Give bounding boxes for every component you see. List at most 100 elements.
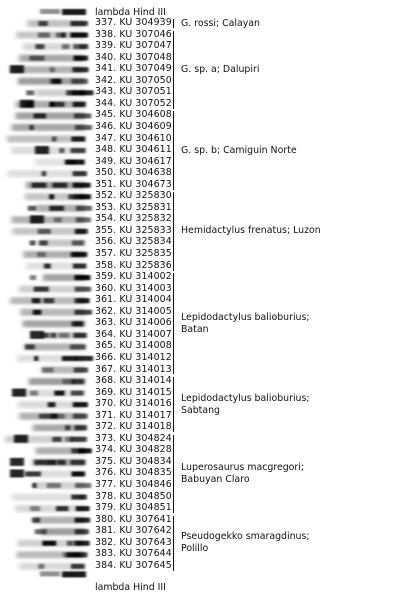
lane-label: 378. KU 304850 xyxy=(95,490,172,502)
lane-band xyxy=(42,540,57,546)
lane-band xyxy=(71,494,87,500)
lane-label: 377. KU 304846 xyxy=(95,479,172,490)
lane-label: 353. KU 325831 xyxy=(95,201,172,213)
lane-band xyxy=(75,217,91,223)
lane-smear xyxy=(12,493,85,501)
lane-smear xyxy=(16,31,85,39)
lane-band xyxy=(78,90,94,96)
lane-band xyxy=(73,113,92,119)
lane-band xyxy=(25,471,41,477)
lane-smear xyxy=(26,262,85,270)
lane-band xyxy=(74,228,89,234)
lane-smear xyxy=(11,123,85,131)
lane-smear xyxy=(35,447,85,455)
lane-band xyxy=(70,148,86,154)
ladder-band xyxy=(62,9,86,15)
lane-band xyxy=(72,263,87,269)
lane-label: 382. KU 307643 xyxy=(95,536,172,548)
lane-label: 363. KU 314006 xyxy=(95,317,172,329)
lane-smear xyxy=(32,424,85,432)
group-bracket xyxy=(173,192,177,271)
lane-smear xyxy=(42,274,85,282)
group-bracket xyxy=(173,434,177,514)
group-bracket xyxy=(173,377,177,433)
lane-band xyxy=(43,263,51,269)
lane-band xyxy=(64,159,77,165)
lane-band xyxy=(37,32,50,38)
lane-band xyxy=(59,148,65,154)
lane-band xyxy=(75,205,92,211)
lane-label: 350. KU 304638 xyxy=(95,167,172,179)
lane-band xyxy=(41,332,49,338)
lane-band xyxy=(70,436,87,442)
lane-band xyxy=(31,182,47,188)
lane-label: 367. KU 314013 xyxy=(95,363,172,375)
lane-smear xyxy=(17,354,86,362)
lane-band xyxy=(55,32,66,38)
lane-band xyxy=(25,344,35,350)
lane-band xyxy=(50,101,65,107)
lane-band xyxy=(29,240,36,246)
lane-smear xyxy=(19,562,85,570)
lane-band xyxy=(74,286,91,292)
lane-smear xyxy=(10,66,85,74)
lane-band xyxy=(73,367,89,373)
lane-band xyxy=(49,194,55,200)
lane-band xyxy=(75,355,94,361)
lane-spot xyxy=(20,99,34,108)
ladder-band xyxy=(40,571,60,577)
lane-band xyxy=(46,483,61,488)
lane-band xyxy=(70,344,86,350)
lane-spot xyxy=(10,65,24,74)
lane-smear xyxy=(35,89,85,97)
lane-label: 372. KU 314018 xyxy=(95,421,172,433)
lane-label: 371. KU 314017 xyxy=(95,409,172,421)
lane-smear xyxy=(41,366,85,374)
lane-label: 338. KU 307046 xyxy=(95,28,172,40)
lane-smear xyxy=(19,54,85,62)
lane-band xyxy=(38,240,48,246)
lane-band xyxy=(61,44,70,50)
lane-spot xyxy=(14,434,28,443)
lane-band xyxy=(72,101,86,107)
lane-band xyxy=(65,425,71,431)
lane-band xyxy=(72,159,85,165)
lane-band xyxy=(47,459,57,465)
lane-smear xyxy=(22,320,85,328)
lane-label: 357. KU 325835 xyxy=(95,248,172,259)
group-label: G. rossi; Calayan xyxy=(181,17,260,29)
lane-band xyxy=(35,44,45,50)
lane-smear xyxy=(22,43,85,51)
lane-smear xyxy=(7,170,85,178)
lane-band xyxy=(71,321,84,327)
lane-smear xyxy=(35,158,85,166)
lane-smear xyxy=(11,216,85,224)
lane-label: 376. KU 304835 xyxy=(95,467,172,479)
lane-band xyxy=(74,124,93,130)
lane-band xyxy=(31,298,41,304)
lane-spot xyxy=(30,330,44,339)
lane-band xyxy=(29,55,45,61)
lane-label: 349. KU 304617 xyxy=(95,155,172,167)
lane-smear xyxy=(28,378,85,386)
lane-band xyxy=(32,309,42,315)
lane-label: 348. KU 304611 xyxy=(95,144,172,156)
lane-band xyxy=(71,448,86,454)
lane-label: 365. KU 314008 xyxy=(95,340,172,352)
lane-band xyxy=(71,136,86,142)
lane-label: 384. KU 307645 xyxy=(95,559,172,571)
lane-label: 368. KU 314014 xyxy=(95,375,172,387)
lane-band xyxy=(34,459,48,465)
group-label: Hemidactylus frenatus; Luzon xyxy=(181,225,321,237)
lane-band xyxy=(71,471,85,477)
group-bracket xyxy=(173,273,177,375)
lane-band xyxy=(74,517,91,523)
lane-band xyxy=(47,402,56,408)
lane-band xyxy=(75,506,90,512)
lane-label: 343. KU 307051 xyxy=(95,86,172,98)
lane-band xyxy=(70,32,88,38)
lane-band xyxy=(43,298,55,304)
lane-band xyxy=(73,44,88,50)
lane-smear xyxy=(25,470,85,478)
